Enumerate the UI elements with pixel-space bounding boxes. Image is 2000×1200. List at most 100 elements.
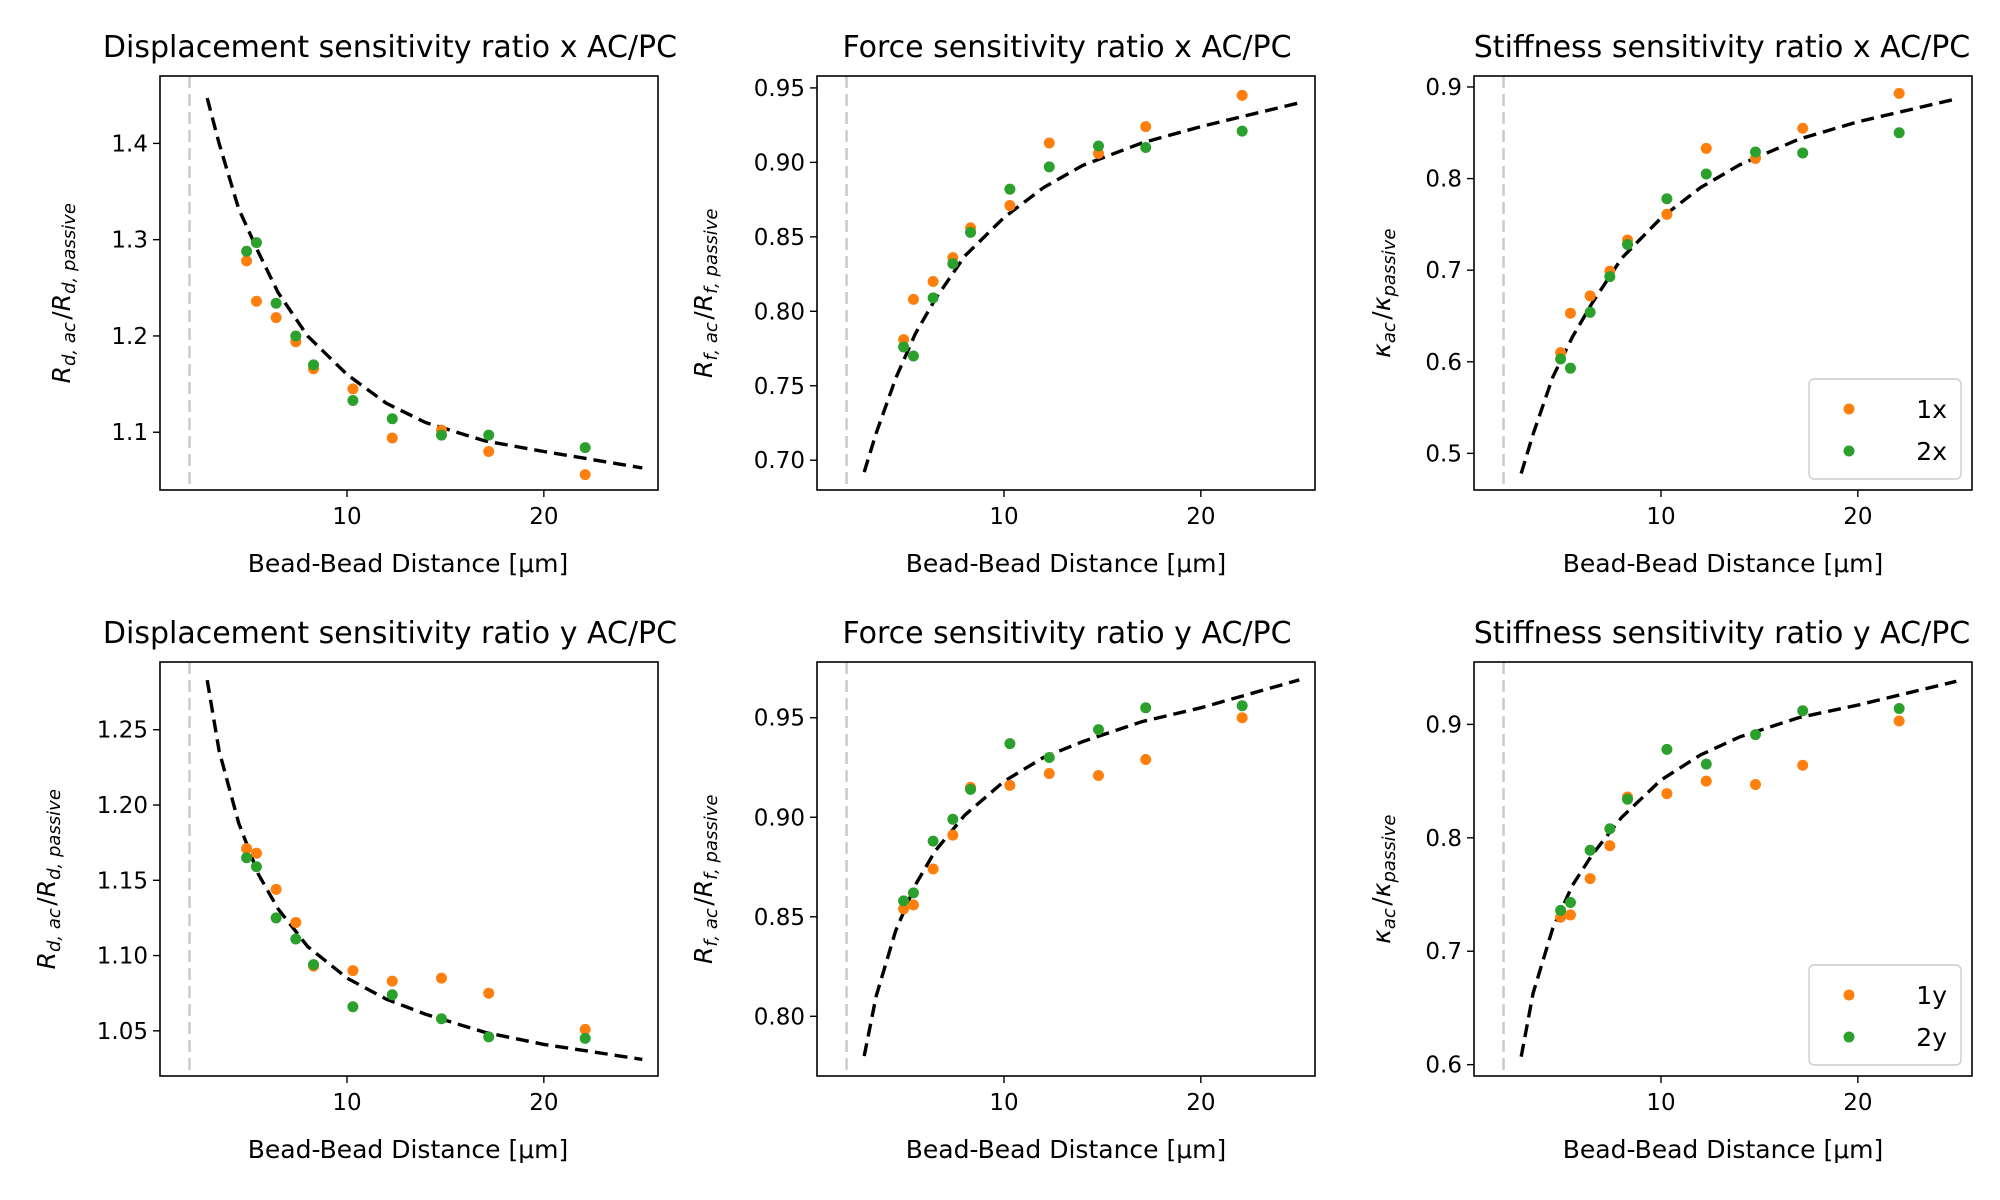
x-tick-label: 10 <box>332 1090 361 1116</box>
data-point-green <box>1797 705 1809 717</box>
y-axis-label-spacer <box>47 201 76 204</box>
x-tick-label: 20 <box>1843 1090 1872 1116</box>
panel-force-y: Force sensitivity ratio y AC/PC Bead-Bea… <box>689 616 1316 1164</box>
fit-curve <box>862 678 1300 1057</box>
data-point-green <box>1622 793 1634 805</box>
y-tick-label: 0.90 <box>754 805 805 831</box>
x-tick-label: 10 <box>332 504 361 530</box>
y-axis-label-part: κ <box>1367 343 1396 358</box>
y-axis-label-part: / <box>1367 311 1396 320</box>
y-axis-label: κac /κpassive <box>1367 812 1400 944</box>
x-axis-label: Bead-Bead Distance [μm] <box>1563 549 1884 578</box>
data-point-orange <box>947 829 959 841</box>
data-point-orange <box>347 383 359 395</box>
data-point-green <box>386 989 398 1001</box>
data-point-green <box>290 330 302 342</box>
y-axis-label: Rf, ac /Rf, passive <box>689 206 722 378</box>
data-point-green <box>435 1013 447 1025</box>
data-point-green <box>1584 844 1596 856</box>
x-tick-label: 20 <box>529 1090 558 1116</box>
y-tick-label: 1.2 <box>111 324 148 350</box>
data-point-orange <box>290 916 302 928</box>
data-point-green <box>483 429 495 441</box>
data-point-orange <box>1893 87 1905 99</box>
y-axis-label-part: ac <box>1379 322 1400 343</box>
y-axis-label-part: f, ac <box>701 908 722 946</box>
data-point-orange <box>1797 122 1809 134</box>
data-point-orange <box>907 293 919 305</box>
data-point-green <box>1622 239 1634 251</box>
y-tick-label: 0.75 <box>754 374 805 400</box>
data-point-green <box>308 359 320 371</box>
data-point-orange <box>241 255 253 267</box>
data-point-orange <box>1584 873 1596 885</box>
data-point-green <box>386 413 398 425</box>
data-point-orange <box>1700 775 1712 787</box>
data-point-orange <box>483 987 495 999</box>
data-point-green <box>579 442 591 454</box>
data-point-green <box>250 237 262 249</box>
data-point-green <box>1140 702 1152 714</box>
y-tick-label: 1.1 <box>111 420 148 446</box>
y-axis-label-part: f, passive <box>701 795 722 880</box>
y-axis-label-spacer <box>32 787 61 790</box>
y-tick-label: 0.9 <box>1425 712 1462 738</box>
panel-stiffness-x: Stiffness sensitivity ratio x AC/PC Bead… <box>1367 30 1973 578</box>
y-axis-label-part: / <box>1367 897 1396 906</box>
y-tick-label: 0.9 <box>1425 75 1462 101</box>
y-axis-label-part: R <box>689 294 718 311</box>
y-axis-label: Rf, ac /Rf, passive <box>689 792 722 964</box>
data-point-green <box>1004 183 1016 195</box>
data-point-green <box>1092 140 1104 152</box>
data-point-green <box>947 258 959 270</box>
y-tick-label: 0.8 <box>1425 826 1462 852</box>
data-point-orange <box>1564 909 1576 921</box>
y-tick-label: 0.85 <box>754 905 805 931</box>
y-axis-label-part: κ <box>1367 929 1396 944</box>
data-point-green <box>1604 271 1616 283</box>
data-point-orange <box>1043 137 1055 149</box>
y-axis-label-part: / <box>689 897 718 906</box>
legend-marker-orange <box>1843 403 1855 415</box>
y-tick-label: 0.80 <box>754 1004 805 1030</box>
legend-label: 2y <box>1916 1023 1947 1052</box>
y-axis-label-part: / <box>689 311 718 320</box>
data-point-orange <box>1893 715 1905 727</box>
data-point-green <box>1661 743 1673 755</box>
panel-title: Displacement sensitivity ratio x AC/PC <box>103 30 677 65</box>
y-axis-label-spacer <box>689 206 718 209</box>
data-point-green <box>347 1001 359 1013</box>
data-point-green <box>483 1031 495 1043</box>
y-tick-label: 1.25 <box>97 718 148 744</box>
data-point-green <box>1043 752 1055 764</box>
data-point-green <box>947 813 959 825</box>
fit-curve <box>205 97 643 470</box>
data-point-orange <box>270 312 282 324</box>
data-point-green <box>1564 362 1576 374</box>
legend-marker-green <box>1843 445 1855 457</box>
y-axis-label-part: R <box>689 880 718 897</box>
data-point-green <box>308 959 320 971</box>
x-tick-label: 20 <box>529 504 558 530</box>
data-point-green <box>1893 127 1905 139</box>
data-point-green <box>1236 125 1248 137</box>
data-point-orange <box>898 903 910 915</box>
y-tick-label: 1.15 <box>97 868 148 894</box>
data-point-orange <box>1236 712 1248 724</box>
data-point-green <box>1564 896 1576 908</box>
y-tick-label: 0.95 <box>754 706 805 732</box>
x-axis-label: Bead-Bead Distance [μm] <box>906 1135 1227 1164</box>
data-point-green <box>1700 758 1712 770</box>
data-point-green <box>270 912 282 924</box>
y-tick-label: 0.70 <box>754 448 805 474</box>
data-point-orange <box>579 1023 591 1035</box>
y-axis-label-part: R <box>47 366 76 383</box>
y-tick-label: 0.6 <box>1425 1053 1462 1079</box>
data-point-green <box>965 783 977 795</box>
y-axis-label-spacer <box>689 792 718 795</box>
data-point-orange <box>1140 754 1152 766</box>
data-point-green <box>435 429 447 441</box>
